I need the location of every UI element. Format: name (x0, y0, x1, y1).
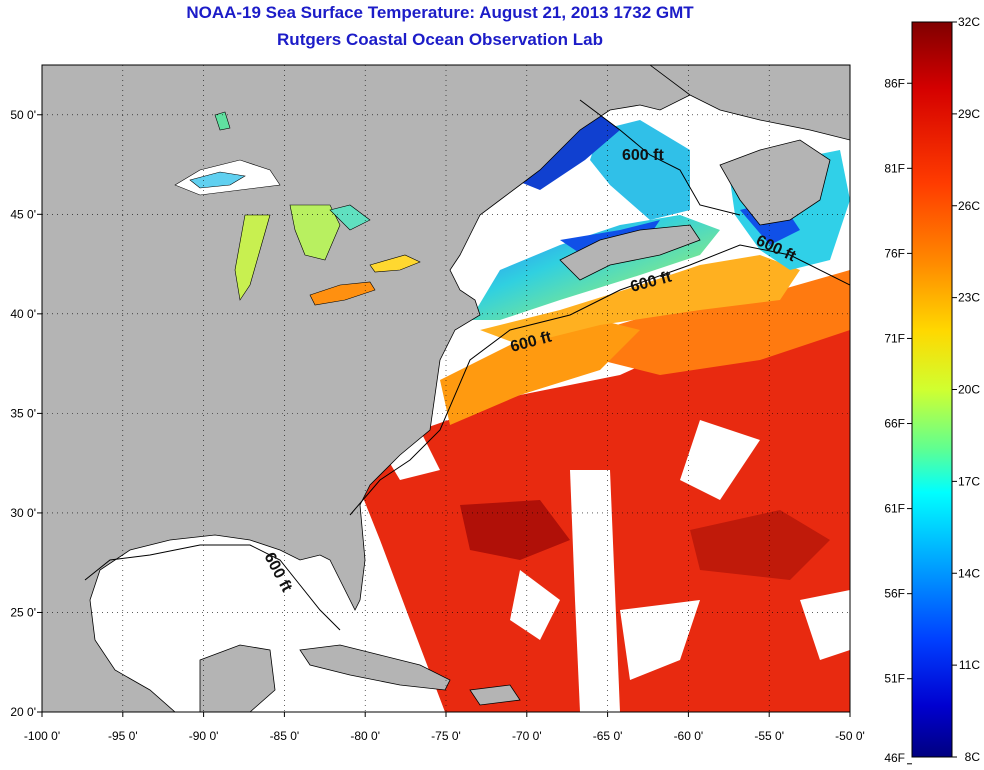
depth-contour-600ft (84, 99, 850, 631)
colorbar-label-fahrenheit: 71F (884, 331, 905, 345)
map-subtitle: Rutgers Coastal Ocean Observation Lab (277, 30, 603, 49)
colorbar-label-fahrenheit: 56F (884, 587, 905, 601)
colorbar-label-celsius: 11C (959, 658, 980, 672)
map-title: NOAA-19 Sea Surface Temperature: August … (186, 3, 694, 22)
lat-tick-label: 25 0' (10, 605, 36, 619)
lon-tick-label: -50 0' (835, 729, 865, 743)
colorbar (911, 21, 953, 758)
lat-tick-label: 30 0' (10, 506, 36, 520)
lon-tick-label: -80 0' (350, 729, 380, 743)
lon-tick-label: -75 0' (431, 729, 461, 743)
land (42, 65, 850, 712)
colorbar-label-celsius: 29C (958, 107, 980, 121)
colorbar-label-celsius: 17C (958, 474, 980, 488)
lon-tick-label: -85 0' (270, 729, 300, 743)
colorbar-label-fahrenheit: 66F (884, 417, 905, 431)
latitude-axis: 20 0' 25 0' 30 0' 35 0' 40 0' 45 0' 50 0' (10, 108, 42, 719)
lon-tick-label: -60 0' (674, 729, 704, 743)
lat-tick-label: 50 0' (10, 108, 36, 122)
colorbar-label-fahrenheit: 76F (884, 246, 905, 260)
colorbar-labels: 32C 29C 26C 23C 20C 17C 14C 11C 8C 86F 81F 76F 71F 66… (884, 15, 980, 765)
colorbar-label-fahrenheit: 81F (884, 161, 905, 175)
great-lakes (174, 111, 421, 306)
colorbar-label-fahrenheit: 46F (884, 751, 905, 765)
colorbar-label-celsius: 32C (958, 15, 980, 29)
lon-tick-label: -100 0' (24, 729, 60, 743)
lat-tick-label: 20 0' (10, 705, 36, 719)
colorbar-label-celsius: 14C (958, 566, 980, 580)
colorbar-label-fahrenheit: 86F (884, 76, 905, 90)
colorbar-label-celsius: 26C (958, 199, 980, 213)
lon-tick-label: -65 0' (593, 729, 623, 743)
longitude-axis: -100 0' -95 0' -90 0' -85 0' -80 0' -75 0' -70… (24, 712, 865, 743)
contour-label: 600 ft (622, 147, 664, 164)
lon-tick-label: -55 0' (754, 729, 784, 743)
lat-tick-label: 35 0' (10, 406, 36, 420)
colorbar-label-fahrenheit: 61F (884, 502, 905, 516)
lat-tick-label: 40 0' (10, 307, 36, 321)
lat-tick-label: 45 0' (10, 207, 36, 221)
lon-tick-label: -95 0' (108, 729, 138, 743)
lon-tick-label: -90 0' (189, 729, 219, 743)
lon-tick-label: -70 0' (512, 729, 542, 743)
colorbar-label-celsius: 20C (958, 383, 980, 397)
colorbar-label-celsius: 8C (965, 750, 981, 764)
colorbar-label-celsius: 23C (958, 291, 980, 305)
colorbar-label-fahrenheit: 51F (884, 672, 905, 686)
